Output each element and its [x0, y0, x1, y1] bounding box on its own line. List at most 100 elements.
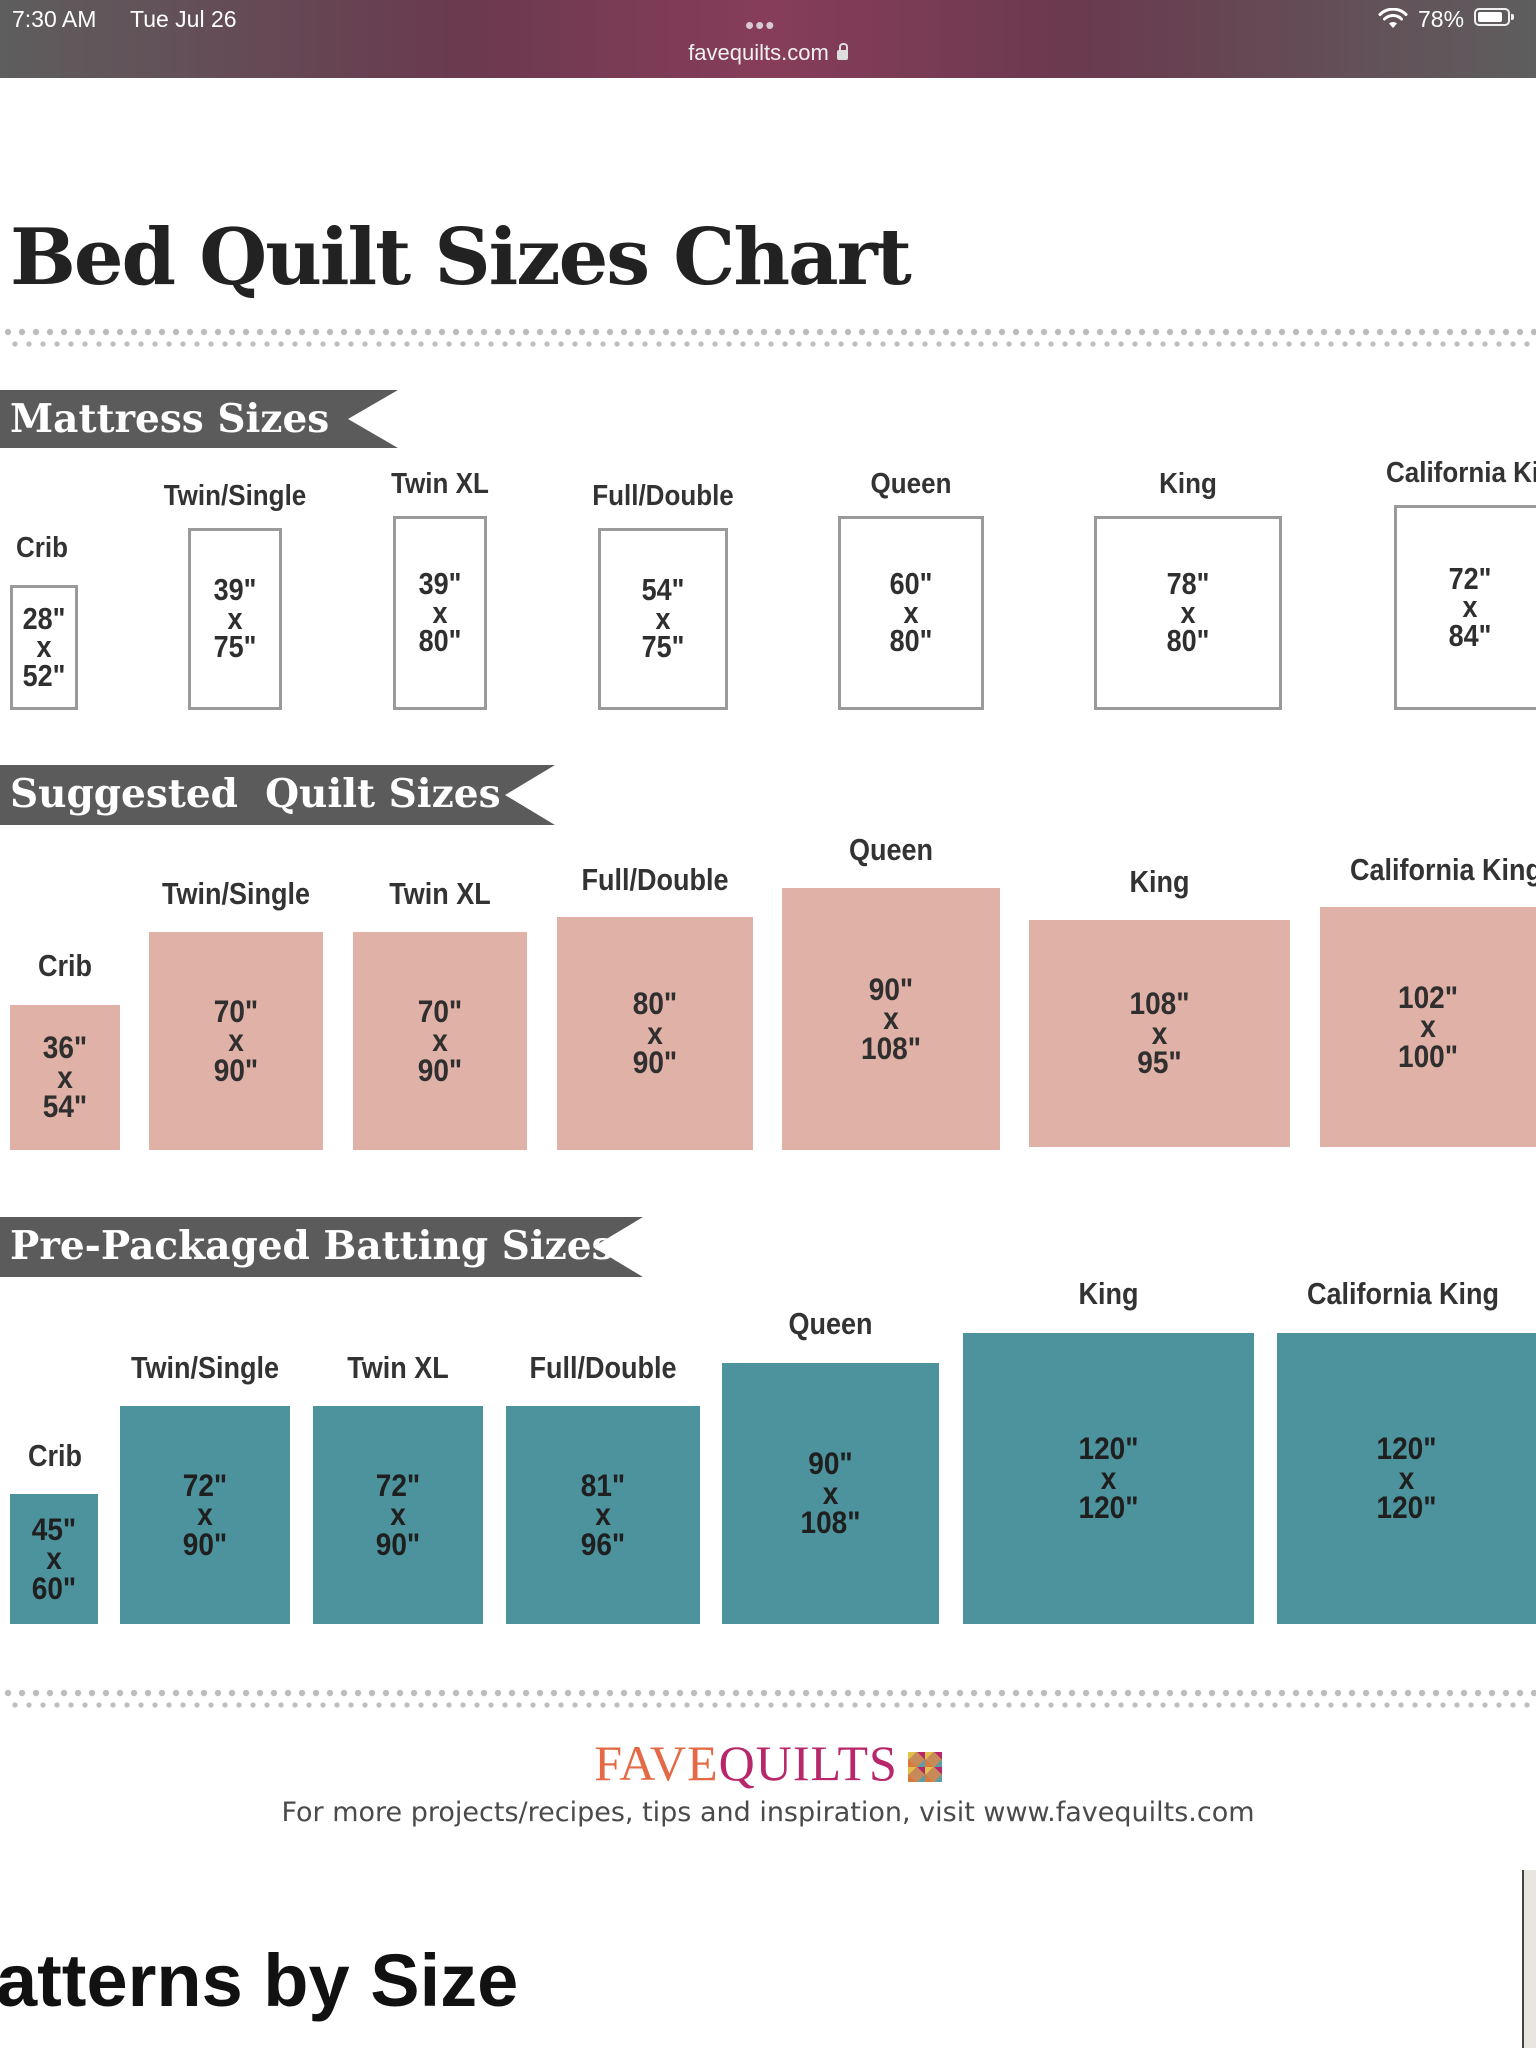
divider-dot	[642, 341, 648, 347]
divider-dot	[586, 1702, 592, 1708]
divider-dot	[298, 328, 306, 336]
divider-dot	[656, 1702, 662, 1708]
divider-dot	[886, 1689, 894, 1697]
mattress-dim-length: 80"	[418, 624, 462, 658]
batting-box-queen: 90" x 108"	[722, 1363, 939, 1624]
divider-dot	[936, 341, 942, 347]
divider-dot	[194, 341, 200, 347]
divider-dot	[998, 328, 1006, 336]
divider-dot	[1188, 1702, 1194, 1708]
divider-dot	[866, 1702, 872, 1708]
divider-dot	[768, 1702, 774, 1708]
divider-dot	[670, 1702, 676, 1708]
quilt-box-crib: 36" x 54"	[10, 1005, 120, 1150]
divider-dot	[368, 1689, 376, 1697]
divider-dot	[908, 341, 914, 347]
divider-dot	[186, 1689, 194, 1697]
mattress-dim-width: 72"	[1448, 562, 1492, 596]
divider-dot	[1342, 1702, 1348, 1708]
divider-dot	[1524, 1702, 1530, 1708]
batting-dim-length: 96"	[580, 1526, 626, 1562]
batting-dim-length: 120"	[1078, 1490, 1139, 1526]
divider-dot	[550, 328, 558, 336]
divider-dot	[740, 341, 746, 347]
divider-dot	[466, 328, 474, 336]
banner-quilt-sizes: Suggested Quilt Sizes	[0, 765, 555, 825]
divider-dot	[1250, 328, 1258, 336]
mattress-box-crib: 28" x 52"	[10, 585, 78, 710]
divider-dot	[438, 328, 446, 336]
divider-dot	[1356, 1702, 1362, 1708]
divider-dot	[326, 328, 334, 336]
divider-dot	[1062, 1702, 1068, 1708]
divider-dot	[502, 1702, 508, 1708]
divider-dot	[256, 328, 264, 336]
divider-dot	[284, 328, 292, 336]
divider-dot	[1370, 1702, 1376, 1708]
divider-dot	[242, 1689, 250, 1697]
divider-dot	[340, 328, 348, 336]
divider-dot	[536, 328, 544, 336]
divider-dot	[390, 1702, 396, 1708]
divider-dot	[1236, 328, 1244, 336]
divider-dot	[950, 341, 956, 347]
divider-dot	[970, 1689, 978, 1697]
quilt-dim-length: 95"	[1137, 1045, 1182, 1081]
divider-dot	[480, 1689, 488, 1697]
divider-dot	[1034, 1702, 1040, 1708]
divider-dot	[1390, 1689, 1398, 1697]
favequilts-logo[interactable]: FAVEQUILTS	[0, 1734, 1536, 1792]
multitasking-dots[interactable]: •••	[745, 10, 776, 40]
dotted-divider-bottom	[4, 1689, 1536, 1708]
mattress-dim-times: x	[1180, 596, 1196, 630]
divider-dot	[726, 341, 732, 347]
divider-dot	[1082, 1689, 1090, 1697]
divider-dot	[152, 1702, 158, 1708]
address-bar[interactable]: favequilts.com	[0, 40, 1536, 66]
divider-dot	[82, 341, 88, 347]
divider-dot	[264, 1702, 270, 1708]
batting-dim-times: x	[1100, 1460, 1117, 1496]
divider-dot	[1230, 1702, 1236, 1708]
divider-dot	[1082, 328, 1090, 336]
dotted-divider-top	[4, 328, 1536, 347]
divider-dot	[1138, 328, 1146, 336]
quilt-label-crib: Crib	[38, 949, 92, 983]
divider-dot	[172, 1689, 180, 1697]
batting-dim-times: x	[46, 1541, 62, 1577]
divider-dot	[1146, 341, 1152, 347]
banner-batting-sizes: Pre-Packaged Batting Sizes	[0, 1217, 643, 1277]
divider-dot	[1300, 1702, 1306, 1708]
divider-dot	[1376, 1689, 1384, 1697]
divider-dot	[1026, 328, 1034, 336]
quilt-dim-length: 54"	[42, 1089, 88, 1125]
divider-dot	[1118, 341, 1124, 347]
divider-dot	[1180, 1689, 1188, 1697]
divider-dot	[354, 328, 362, 336]
divider-dot	[852, 1702, 858, 1708]
brand-quilts: QUILTS	[718, 1735, 898, 1791]
quilt-dim-width: 108"	[1129, 986, 1190, 1022]
divider-dot	[250, 341, 256, 347]
mattress-label-twin-xl: Twin XL	[391, 466, 489, 500]
quilt-box-queen: 90" x 108"	[782, 888, 1000, 1150]
divider-dot	[494, 328, 502, 336]
divider-dot	[1040, 1689, 1048, 1697]
divider-dot	[418, 341, 424, 347]
divider-dot	[54, 341, 60, 347]
divider-dot	[544, 341, 550, 347]
divider-dot	[1488, 1689, 1496, 1697]
divider-dot	[1384, 1702, 1390, 1708]
divider-dot	[1054, 328, 1062, 336]
brand-fave: FAVE	[594, 1735, 719, 1791]
divider-dot	[1376, 328, 1384, 336]
divider-dot	[838, 1702, 844, 1708]
divider-dot	[1244, 1702, 1250, 1708]
divider-dot	[824, 341, 830, 347]
divider-dot	[956, 328, 964, 336]
divider-dot	[746, 1689, 754, 1697]
divider-dot	[312, 1689, 320, 1697]
divider-dot	[1418, 1689, 1426, 1697]
batting-dim-width: 72"	[182, 1468, 228, 1503]
divider-dot	[894, 341, 900, 347]
